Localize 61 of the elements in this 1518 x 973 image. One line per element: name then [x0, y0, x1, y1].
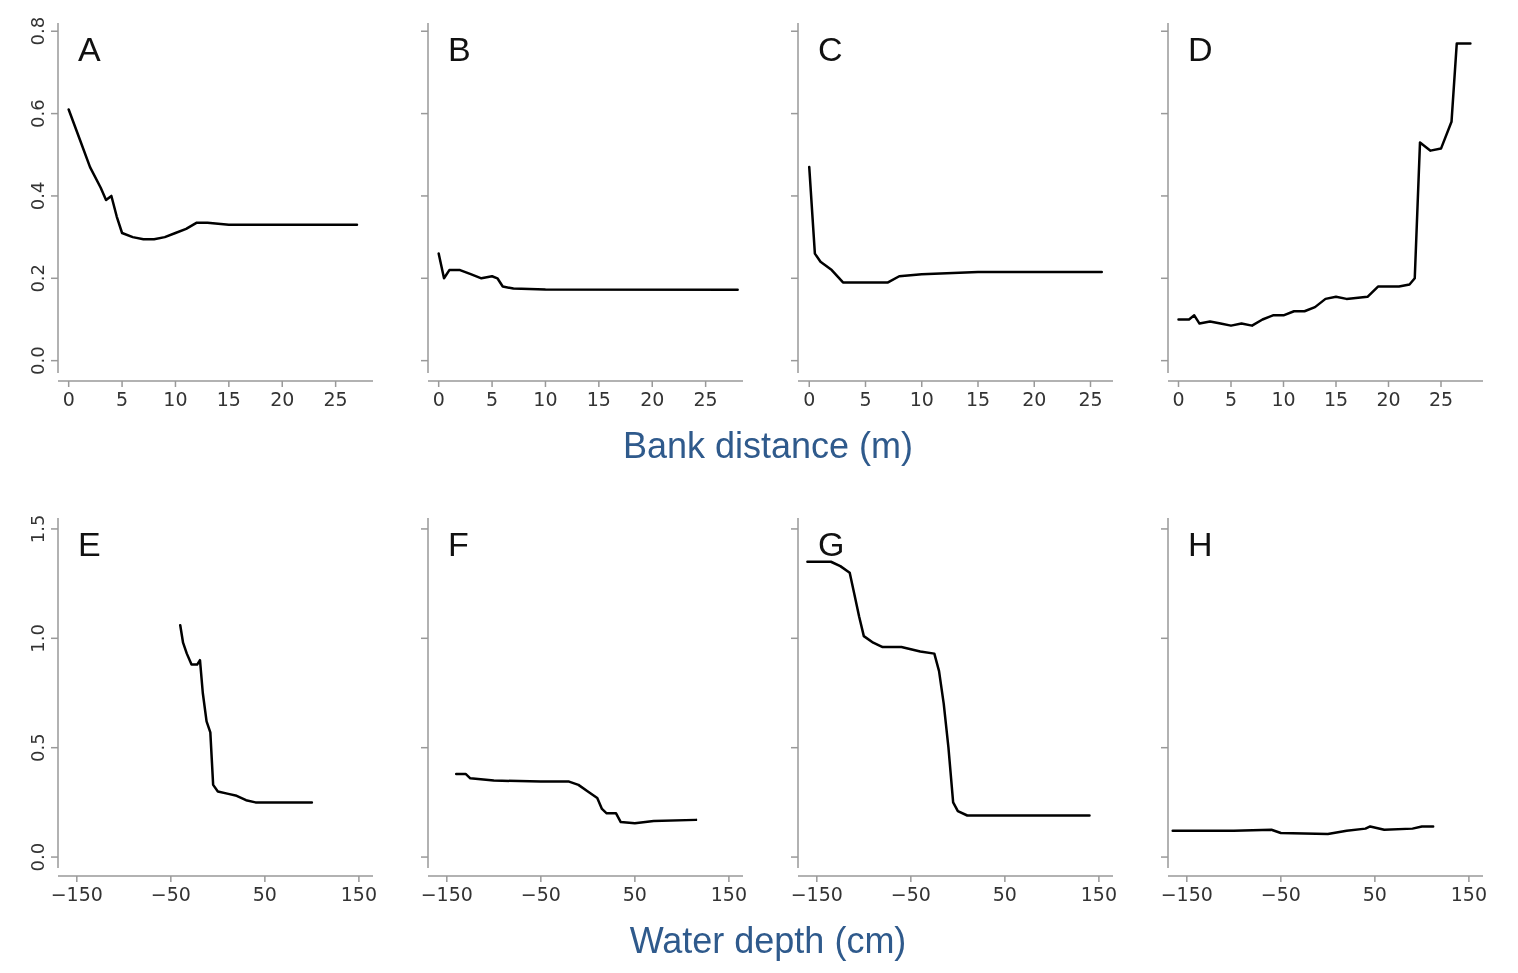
- chart-title: E: [78, 525, 101, 563]
- y-tick-label: 1.0: [27, 623, 48, 653]
- chart-title: H: [1188, 525, 1213, 563]
- x-tick-label: 25: [693, 388, 718, 410]
- x-tick-label: 25: [1428, 388, 1454, 410]
- x-axis-title: Water depth (cm): [629, 920, 907, 961]
- x-tick-label: −50: [150, 883, 191, 905]
- x-tick-label: 15: [216, 388, 241, 410]
- x-tick-label: 10: [1271, 388, 1296, 410]
- chart-title: A: [78, 30, 101, 68]
- x-tick-label: 150: [340, 883, 378, 905]
- x-axis-title: Bank distance (m): [622, 425, 914, 466]
- x-tick-label: 15: [965, 388, 991, 410]
- line-series: [67, 108, 359, 241]
- y-tick-label: 1.5: [27, 514, 48, 544]
- x-tick-label: 20: [1376, 388, 1401, 410]
- x-tick-label: −150: [1160, 883, 1213, 905]
- x-tick-label: −50: [1260, 883, 1301, 905]
- y-tick-label: 0.2: [27, 263, 48, 293]
- x-tick-label: 50: [622, 883, 647, 905]
- x-tick-label: 5: [1224, 388, 1238, 410]
- x-tick-label: 150: [710, 883, 748, 905]
- x-tick-label: 15: [586, 388, 611, 410]
- x-tick-label: 5: [486, 388, 499, 410]
- x-tick-label: −150: [420, 883, 473, 905]
- y-tick-label: 0.4: [27, 181, 48, 211]
- chart-title: F: [448, 525, 469, 563]
- x-tick-label: 0: [62, 388, 75, 410]
- x-tick-label: 0: [432, 388, 445, 410]
- x-tick-label: −50: [890, 883, 931, 905]
- y-tick-label: 0.6: [27, 99, 48, 128]
- x-tick-label: −150: [790, 883, 843, 905]
- chart-title: G: [818, 525, 845, 563]
- x-tick-label: 150: [1080, 883, 1118, 905]
- chart-title: D: [1188, 30, 1213, 68]
- x-tick-label: 50: [992, 883, 1017, 905]
- y-tick-label: 0.8: [27, 16, 48, 46]
- line-series: [178, 623, 314, 804]
- y-tick-label: 0.0: [27, 842, 48, 872]
- x-tick-label: 20: [640, 388, 665, 410]
- x-tick-label: 0: [1172, 388, 1185, 410]
- x-tick-label: 5: [859, 388, 872, 410]
- x-tick-label: 20: [270, 388, 295, 410]
- x-tick-label: 10: [533, 388, 558, 410]
- y-tick-label: 0.5: [27, 733, 48, 763]
- x-tick-label: 25: [1078, 388, 1103, 410]
- x-tick-label: 0: [803, 388, 816, 410]
- x-tick-label: 50: [252, 883, 277, 905]
- x-tick-label: 25: [323, 388, 348, 410]
- y-tick-label: 0.0: [27, 346, 48, 375]
- x-tick-label: −50: [520, 883, 561, 905]
- x-tick-label: 20: [1022, 388, 1047, 410]
- x-tick-label: 10: [163, 388, 188, 410]
- x-tick-label: −150: [50, 883, 103, 905]
- x-tick-label: 15: [1323, 388, 1349, 410]
- chart-title: C: [818, 30, 843, 68]
- x-tick-label: 150: [1450, 883, 1488, 905]
- x-tick-label: 50: [1362, 883, 1387, 905]
- x-tick-label: 10: [909, 388, 934, 410]
- x-tick-label: 5: [116, 388, 129, 410]
- chart-title: B: [448, 30, 471, 68]
